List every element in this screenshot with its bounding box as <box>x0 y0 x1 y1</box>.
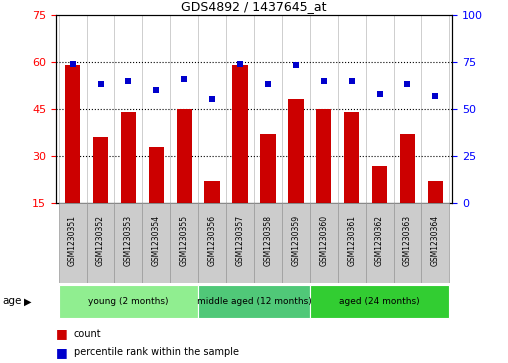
Bar <box>310 285 450 318</box>
Point <box>208 97 216 102</box>
Point <box>152 87 161 93</box>
Text: ■: ■ <box>56 346 68 359</box>
Text: GSM1230362: GSM1230362 <box>375 215 384 266</box>
Point <box>264 81 272 87</box>
Bar <box>86 203 114 283</box>
Bar <box>254 203 282 283</box>
Point <box>347 78 356 83</box>
Point <box>97 81 105 87</box>
Bar <box>114 203 142 283</box>
Bar <box>58 203 86 283</box>
Text: ■: ■ <box>56 327 68 340</box>
Text: young (2 months): young (2 months) <box>88 297 169 306</box>
Text: GSM1230359: GSM1230359 <box>292 215 300 266</box>
Text: GSM1230363: GSM1230363 <box>403 215 412 266</box>
Bar <box>170 203 198 283</box>
Bar <box>400 134 415 203</box>
Text: GSM1230357: GSM1230357 <box>236 215 244 266</box>
Bar <box>366 203 394 283</box>
Bar <box>177 109 192 203</box>
Text: GSM1230353: GSM1230353 <box>124 215 133 266</box>
Bar <box>198 285 310 318</box>
Bar <box>428 181 443 203</box>
Bar <box>282 203 310 283</box>
Bar <box>260 134 276 203</box>
Bar <box>93 137 108 203</box>
Point <box>375 91 384 97</box>
Text: GSM1230352: GSM1230352 <box>96 215 105 266</box>
Bar <box>149 147 164 203</box>
Text: aged (24 months): aged (24 months) <box>339 297 420 306</box>
Bar <box>422 203 450 283</box>
Point <box>320 78 328 83</box>
Bar <box>121 112 136 203</box>
Bar <box>58 285 198 318</box>
Point <box>431 93 439 99</box>
Point <box>124 78 133 83</box>
Text: middle aged (12 months): middle aged (12 months) <box>197 297 311 306</box>
Text: GSM1230360: GSM1230360 <box>319 215 328 266</box>
Point <box>292 62 300 68</box>
Text: GSM1230354: GSM1230354 <box>152 215 161 266</box>
Text: GSM1230355: GSM1230355 <box>180 215 189 266</box>
Point <box>180 76 188 82</box>
Bar <box>198 203 226 283</box>
Text: GSM1230351: GSM1230351 <box>68 215 77 266</box>
Point <box>69 61 77 66</box>
Title: GDS4892 / 1437645_at: GDS4892 / 1437645_at <box>181 0 327 13</box>
Bar <box>316 109 331 203</box>
Bar <box>142 203 170 283</box>
Point <box>403 81 411 87</box>
Text: GSM1230358: GSM1230358 <box>264 215 272 266</box>
Bar <box>344 112 359 203</box>
Bar <box>65 65 80 203</box>
Text: GSM1230364: GSM1230364 <box>431 215 440 266</box>
Bar <box>204 181 220 203</box>
Text: GSM1230356: GSM1230356 <box>208 215 216 266</box>
Text: ▶: ▶ <box>24 296 31 306</box>
Bar <box>226 203 254 283</box>
Bar <box>288 99 304 203</box>
Text: percentile rank within the sample: percentile rank within the sample <box>74 347 239 357</box>
Text: GSM1230361: GSM1230361 <box>347 215 356 266</box>
Bar <box>232 65 248 203</box>
Bar <box>394 203 422 283</box>
Text: count: count <box>74 329 101 339</box>
Bar <box>338 203 366 283</box>
Text: age: age <box>3 296 22 306</box>
Bar <box>310 203 338 283</box>
Point <box>236 61 244 66</box>
Bar <box>372 166 387 203</box>
